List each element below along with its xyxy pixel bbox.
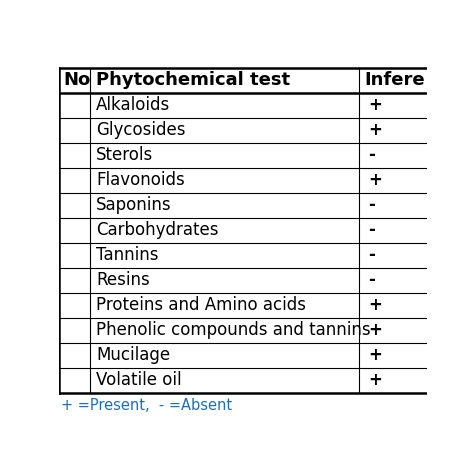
Text: +: + — [368, 296, 382, 314]
Text: Flavonoids: Flavonoids — [96, 171, 185, 189]
Text: -: - — [368, 196, 375, 214]
Text: Glycosides: Glycosides — [96, 121, 185, 139]
Text: Phytochemical test: Phytochemical test — [96, 71, 290, 89]
Text: + =Present,  - =Absent: + =Present, - =Absent — [61, 398, 232, 413]
Text: Resins: Resins — [96, 271, 150, 289]
Text: Volatile oil: Volatile oil — [96, 371, 182, 389]
Text: Infere: Infere — [364, 71, 425, 89]
Text: -: - — [368, 246, 375, 264]
Text: -: - — [368, 146, 375, 164]
Text: +: + — [368, 321, 382, 339]
Text: +: + — [368, 96, 382, 114]
Text: Sterols: Sterols — [96, 146, 153, 164]
Text: +: + — [368, 121, 382, 139]
Text: No: No — [63, 71, 90, 89]
Text: Alkaloids: Alkaloids — [96, 96, 170, 114]
Text: Proteins and Amino acids: Proteins and Amino acids — [96, 296, 306, 314]
Text: +: + — [368, 346, 382, 364]
Text: Phenolic compounds and tannins: Phenolic compounds and tannins — [96, 321, 371, 339]
Text: Saponins: Saponins — [96, 196, 172, 214]
Text: Mucilage: Mucilage — [96, 346, 170, 364]
Text: +: + — [368, 171, 382, 189]
Text: -: - — [368, 221, 375, 239]
Text: Tannins: Tannins — [96, 246, 158, 264]
Text: Carbohydrates: Carbohydrates — [96, 221, 219, 239]
Text: -: - — [368, 271, 375, 289]
Text: +: + — [368, 371, 382, 389]
